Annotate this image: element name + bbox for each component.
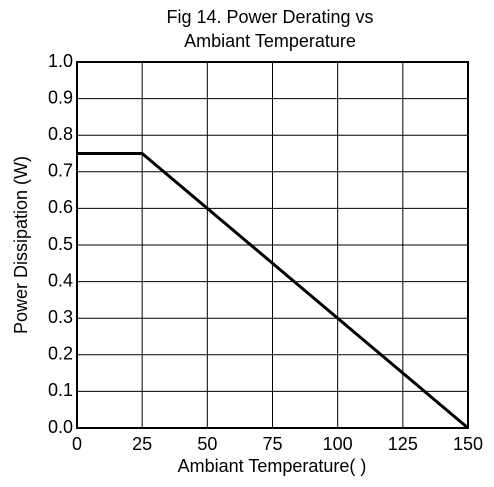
x-axis-label: Ambiant Temperature( ) (178, 456, 367, 476)
y-tick-label: 0.1 (48, 380, 73, 400)
plot-border (76, 61, 469, 429)
y-tick-label: 0.9 (48, 87, 73, 107)
y-tick-label: 0.4 (48, 270, 73, 290)
y-axis-label: Power Dissipation (W) (11, 156, 31, 334)
y-tick-label: 0.0 (48, 417, 73, 437)
y-tick-label: 0.3 (48, 307, 73, 327)
y-tick-label: 0.2 (48, 344, 73, 364)
x-tick-label: 125 (388, 434, 418, 454)
x-tick-label: 0 (72, 434, 82, 454)
x-tick-label: 150 (453, 434, 483, 454)
y-tick-label: 0.7 (48, 161, 73, 181)
y-tick-label: 0.6 (48, 197, 73, 217)
x-tick-label: 100 (323, 434, 353, 454)
line (77, 152, 469, 430)
chart-title: Fig 14. Power Derating vs (166, 7, 373, 27)
chart-title: Ambiant Temperature (184, 31, 356, 51)
y-tick-label: 0.5 (48, 234, 73, 254)
y-tick-label: 1.0 (48, 51, 73, 71)
x-tick-label: 75 (262, 434, 282, 454)
x-tick-label: 50 (197, 434, 217, 454)
y-tick-label: 0.8 (48, 124, 73, 144)
x-tick-label: 25 (132, 434, 152, 454)
